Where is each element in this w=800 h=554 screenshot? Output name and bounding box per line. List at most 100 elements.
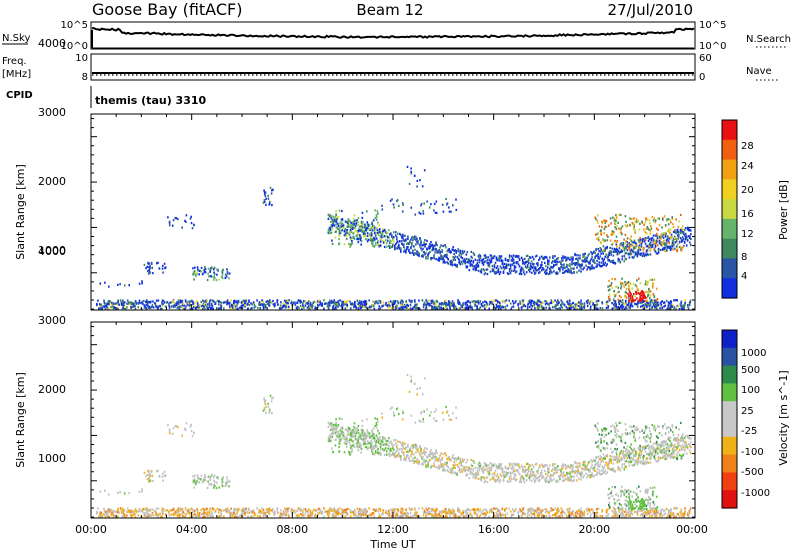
- power-cell: [168, 302, 170, 305]
- power-cell: [631, 295, 634, 299]
- power-cell: [356, 299, 359, 302]
- power-cell: [602, 259, 604, 263]
- power-cell: [645, 249, 648, 252]
- power-cell: [223, 307, 225, 310]
- power-cell: [649, 290, 652, 293]
- power-cell: [366, 232, 369, 235]
- power-cell: [336, 222, 339, 225]
- power-cell: [641, 254, 644, 257]
- power-cell: [675, 239, 678, 243]
- power-cell: [407, 308, 410, 310]
- power-cell: [465, 257, 468, 260]
- power-cell: [192, 302, 195, 305]
- power-cell: [271, 301, 273, 304]
- power-cell: [426, 300, 428, 303]
- power-cell: [504, 259, 507, 262]
- power-cell: [600, 252, 602, 255]
- power-cell: [538, 259, 540, 262]
- power-cell: [684, 235, 687, 239]
- power-cell: [575, 258, 577, 261]
- velocity-cell: [121, 515, 124, 518]
- velocity-cell: [196, 509, 199, 512]
- velocity-cell: [649, 512, 651, 515]
- power-cell: [350, 221, 352, 224]
- power-cell: [576, 257, 578, 260]
- power-cell: [435, 211, 438, 215]
- power-cell: [221, 273, 224, 276]
- power-cell: [279, 304, 282, 307]
- velocity-cell: [218, 508, 220, 511]
- velocity-cell: [313, 516, 316, 518]
- power-cell: [568, 305, 570, 308]
- power-cell: [645, 250, 648, 253]
- power-cell: [239, 306, 241, 309]
- power-cell: [307, 302, 309, 305]
- power-cell: [563, 263, 565, 266]
- velocity-cell: [108, 516, 110, 518]
- power-cell: [634, 229, 637, 232]
- noise-sky-curve: [91, 27, 695, 48]
- velocity-cell: [299, 509, 301, 512]
- velocity-cell: [134, 513, 136, 516]
- power-cell: [330, 301, 333, 305]
- power-cell: [446, 203, 448, 206]
- power-cell: [675, 230, 677, 233]
- power-cell: [276, 301, 278, 304]
- velocity-cell: [111, 509, 113, 512]
- power-cell: [366, 226, 369, 230]
- power-cell: [368, 224, 371, 227]
- power-cell: [648, 243, 651, 246]
- power-cell: [103, 299, 105, 302]
- power-cell: [659, 307, 661, 310]
- power-cell: [659, 304, 662, 308]
- power-cell: [555, 260, 557, 263]
- power-cell: [629, 217, 631, 220]
- power-cell: [108, 308, 110, 310]
- power-cell: [500, 306, 503, 309]
- power-cell: [147, 301, 150, 304]
- power-cell: [353, 222, 356, 225]
- power-cell: [680, 213, 682, 217]
- power-cell: [417, 251, 419, 254]
- power-cell: [375, 237, 378, 240]
- power-cell: [342, 300, 345, 303]
- power-cell: [517, 263, 520, 266]
- power-cell: [381, 208, 384, 211]
- power-cell: [631, 305, 634, 308]
- power-cell: [576, 271, 578, 274]
- power-cell: [624, 283, 627, 286]
- power-cell: [149, 265, 151, 268]
- power-colorbar-swatch: [722, 120, 737, 141]
- power-cell: [108, 285, 110, 288]
- velocity-cell: [533, 512, 536, 516]
- power-cell: [208, 275, 210, 278]
- power-cell: [240, 305, 243, 308]
- power-cell: [649, 241, 652, 244]
- velocity-cell: [119, 507, 122, 510]
- power-cell: [203, 300, 206, 303]
- power-cell: [596, 237, 598, 240]
- velocity-cell: [684, 509, 686, 512]
- power-cell: [235, 308, 238, 310]
- velocity-cell: [263, 511, 265, 514]
- velocity-cell: [266, 508, 269, 511]
- power-cell: [365, 238, 368, 241]
- power-cell: [540, 263, 542, 267]
- power-cell: [401, 235, 403, 239]
- power-cell: [516, 255, 519, 258]
- power-cell: [606, 256, 608, 259]
- power-cell: [537, 308, 540, 310]
- velocity-cell: [592, 510, 595, 513]
- power-cell: [628, 243, 630, 246]
- power-cell: [329, 232, 332, 235]
- velocity-cell: [400, 514, 403, 517]
- power-cell: [563, 303, 566, 306]
- power-cell: [545, 265, 547, 268]
- power-cell: [678, 220, 680, 223]
- power-cell: [364, 227, 367, 230]
- power-cell: [509, 272, 512, 275]
- velocity-cell: [533, 508, 535, 512]
- power-cell: [673, 237, 676, 240]
- power-cell: [399, 247, 401, 250]
- power-cell: [628, 299, 631, 302]
